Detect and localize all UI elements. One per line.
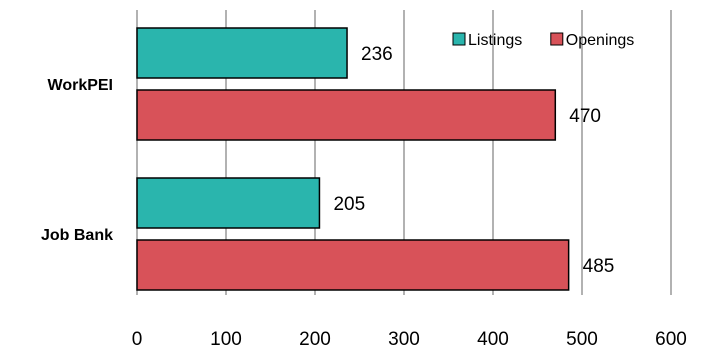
x-tick-labels: 0 100 200 300 400 500 600	[132, 329, 687, 350]
legend-swatch-openings	[550, 32, 564, 46]
data-label: 485	[583, 256, 615, 277]
data-label: 470	[569, 106, 601, 127]
data-labels: 236 470 205 485	[333, 44, 614, 277]
category-label: WorkPEI	[48, 77, 114, 94]
x-tick-label: 100	[210, 329, 242, 350]
category-labels: WorkPEI Job Bank	[41, 77, 113, 244]
x-tick-label: 200	[299, 329, 331, 350]
data-label: 236	[361, 44, 393, 65]
data-label: 205	[333, 194, 365, 215]
x-tick-label: 400	[477, 329, 509, 350]
bars	[136, 27, 570, 291]
legend: Listings Openings	[452, 32, 635, 49]
category-label: Job Bank	[41, 227, 113, 244]
x-tick-label: 600	[655, 329, 687, 350]
legend-label-listings: Listings	[468, 32, 522, 49]
bar-openings-job-bank	[136, 239, 570, 291]
x-tick-label: 0	[132, 329, 143, 350]
legend-label-openings: Openings	[566, 32, 635, 49]
bar-listings-job-bank	[136, 177, 321, 229]
bar-listings-workpei	[136, 27, 348, 79]
x-tick-label: 500	[566, 329, 598, 350]
bar-openings-workpei	[136, 89, 557, 141]
legend-swatch-listings	[452, 32, 466, 46]
x-tick-label: 300	[388, 329, 420, 350]
